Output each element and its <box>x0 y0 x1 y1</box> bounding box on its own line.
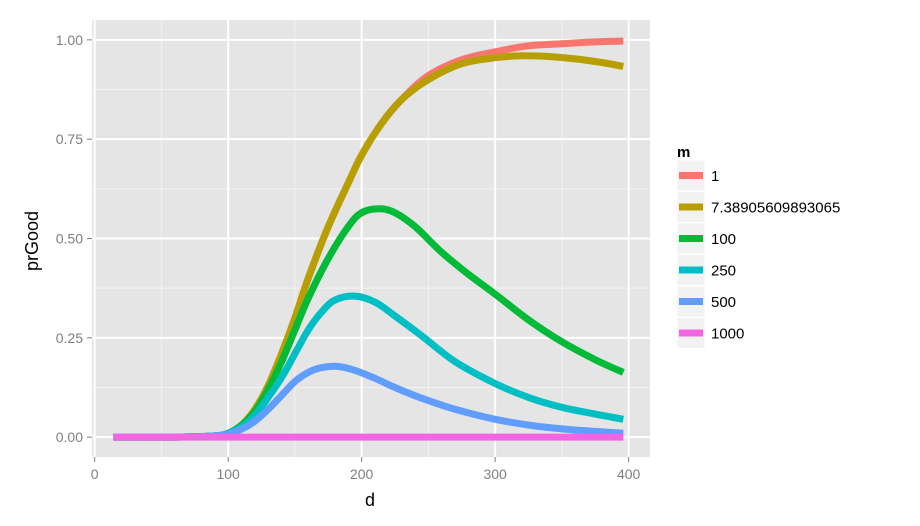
x-axis-title: d <box>365 490 375 510</box>
y-tick-label: 0.50 <box>56 231 83 247</box>
legend-label-2: 100 <box>711 231 736 248</box>
legend-label-5: 1000 <box>711 326 744 343</box>
legend-label-0: 1 <box>711 168 719 185</box>
y-tick-label: 0.75 <box>56 131 83 147</box>
y-tick-label: 1.00 <box>56 32 83 48</box>
x-tick-label: 200 <box>350 466 374 482</box>
y-tick-label: 0.00 <box>56 429 83 445</box>
series-line-4 <box>113 362 624 441</box>
series-lines <box>113 37 625 441</box>
legend-label-1: 7.38905609893065 <box>711 200 840 217</box>
x-tick-label: 300 <box>483 466 507 482</box>
x-tick-label: 0 <box>91 466 99 482</box>
y-axis: 0.00 0.25 0.50 0.75 1.00 <box>56 32 92 445</box>
y-tick-label: 0.25 <box>56 330 83 346</box>
legend-label-3: 250 <box>711 263 736 280</box>
x-axis: 0 100 200 300 400 <box>91 457 641 482</box>
x-tick-label: 400 <box>617 466 641 482</box>
legend-title: m <box>677 144 690 161</box>
y-axis-title: prGood <box>22 211 42 271</box>
legend-label-4: 500 <box>711 294 736 311</box>
x-tick-label: 100 <box>216 466 240 482</box>
legend-items: 1 7.38905609893065 100 250 500 1000 <box>676 159 840 349</box>
legend: m 1 7.38905609893065 100 250 500 1000 <box>676 144 840 349</box>
